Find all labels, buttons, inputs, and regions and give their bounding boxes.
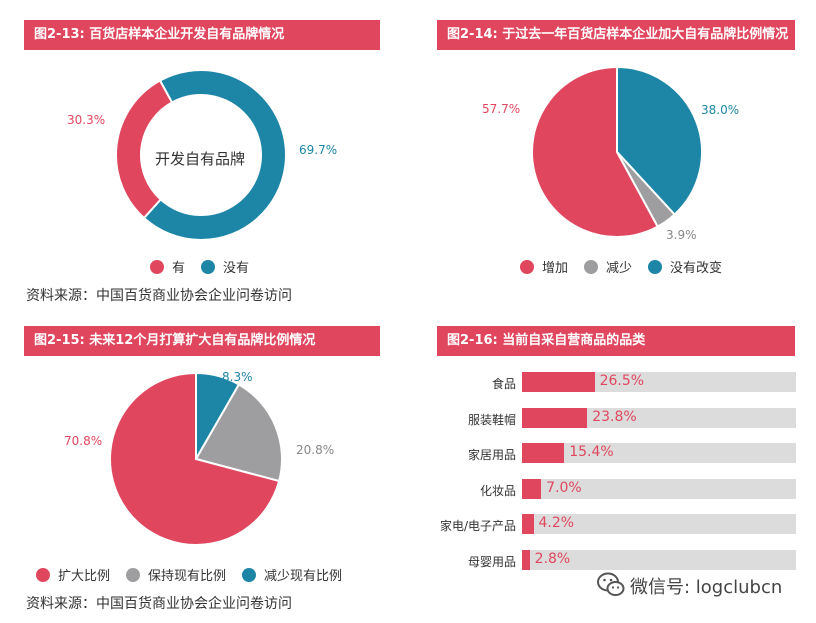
chart3-legend: 扩大比例 保持现有比例 减少现有比例 (36, 565, 358, 584)
legend-label: 减少 (606, 261, 633, 276)
legend-item-meiyougaibian: 没有改变 (648, 257, 722, 276)
chart4-bar-track (522, 514, 796, 535)
legend-label: 增加 (542, 261, 569, 276)
chart4-bar-track (522, 443, 796, 464)
chart4-bar-track (522, 407, 796, 428)
chart4-bar-track (522, 550, 796, 570)
chart3-slice-1 (194, 383, 283, 483)
legend-label: 扩大比例 (58, 569, 111, 584)
chart2-slice-2 (531, 65, 659, 238)
chart4-bar (522, 372, 595, 392)
chart2-title: 图2-14: 于过去一年百货店样本企业加大自有品牌比例情况 (437, 20, 795, 50)
legend-label: 有 (172, 261, 186, 276)
chart4-value-label: 4.2% (538, 515, 575, 532)
chart4-category-label: 家电/电子产品 (439, 519, 516, 534)
chart3-label-baochi: 20.8% (296, 443, 335, 457)
chart4-bar-track (522, 478, 796, 499)
chart4-bar (522, 443, 565, 464)
chart4-value-label: 26.5% (599, 373, 645, 389)
legend-item-zengjia: 增加 (520, 257, 568, 276)
chart4-value-label: 2.8% (534, 551, 571, 567)
chart1-label-you: 30.3% (67, 113, 106, 127)
legend-dot-teal (242, 567, 257, 582)
chart2-label-jianshao: 3.9% (666, 228, 697, 242)
chart4-category-label: 家居用品 (467, 448, 516, 463)
legend-label: 没有 (223, 261, 250, 276)
chart4-category-label: 服装鞋帽 (467, 412, 516, 427)
legend-dot-gray (126, 567, 141, 582)
legend-item-baochi: 保持现有比例 (126, 565, 226, 584)
watermark-text: 微信号: logclubcn (630, 577, 783, 598)
chart3-label-kuoda: 70.8% (64, 434, 103, 448)
chart4-title: 图2-16: 当前自采自营商品的品类 (437, 326, 795, 356)
legend-item-jianshao: 减少 (584, 257, 632, 276)
chart4-category-label: 化妆品 (479, 483, 516, 498)
chart2-legend: 增加 减少 没有改变 (520, 257, 738, 276)
chart1-slice-1 (142, 69, 287, 241)
chart3-label-jianshao: 8.3% (222, 370, 253, 384)
source-note-1: 资料来源：中国百货商业协会企业问卷访问 (26, 288, 292, 304)
legend-dot-gray (584, 259, 599, 274)
chart4-value-label: 7.0% (546, 479, 582, 496)
chart4-bar (522, 478, 542, 499)
legend-dot-red (150, 259, 164, 274)
chart3-title: 图2-15: 未来12个月打算扩大自有品牌比例情况 (24, 326, 380, 356)
legend-label: 没有改变 (670, 261, 723, 276)
chart4-bar (522, 514, 534, 535)
legend-dot-red (36, 567, 50, 582)
legend-label: 保持现有比例 (148, 569, 227, 584)
chart2-label-zengjia: 57.7% (482, 102, 521, 116)
legend-item-jianshao: 减少现有比例 (242, 565, 342, 584)
chart4-category-label: 母婴用品 (467, 555, 516, 569)
chart2-slice-0 (616, 65, 703, 216)
legend-label: 减少现有比例 (264, 569, 343, 584)
wechat-icon (597, 572, 625, 596)
legend-dot-teal (201, 259, 216, 274)
chart4-bars: 食品 26.5% 服装鞋帽 23.8% 家居用品 15.4% 化妆品 7.0% 家电/电子产品 4… (420, 372, 800, 582)
legend-item-you: 有 (150, 257, 185, 276)
chart1-center-label: 开发自有品牌 (154, 150, 245, 168)
chart4-bar (522, 407, 588, 428)
legend-item-kuoda: 扩大比例 (36, 565, 110, 584)
chart4-value-label: 15.4% (569, 444, 614, 461)
chart2-label-meiyougaibian: 38.0% (701, 103, 740, 117)
legend-item-meiyou: 没有 (201, 257, 249, 276)
source-note-2: 资料来源：中国百货商业协会企业问卷访问 (26, 596, 292, 612)
chart3-slice-2 (109, 371, 281, 546)
chart4-value-label: 23.8% (592, 408, 637, 425)
chart4-bar (522, 550, 530, 570)
chart1-legend: 有 没有 (150, 257, 265, 276)
chart4-category-label: 食品 (491, 377, 516, 391)
chart1-title: 图2-13: 百货店样本企业开发自有品牌情况 (24, 20, 380, 50)
legend-dot-teal (648, 259, 663, 274)
legend-dot-red (520, 259, 534, 274)
chart1-label-meiyou: 69.7% (299, 143, 338, 157)
